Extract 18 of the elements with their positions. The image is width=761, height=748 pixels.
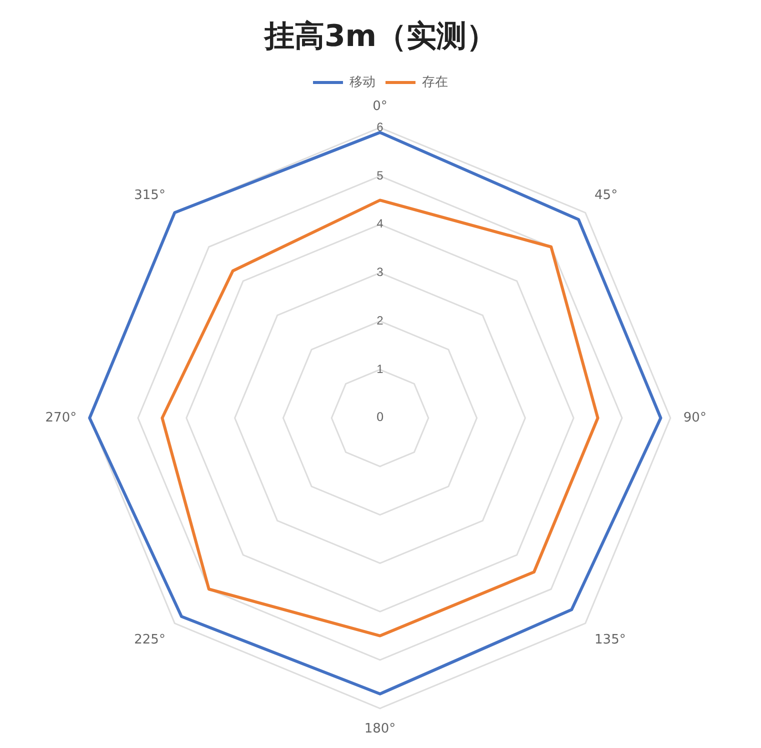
spoke-label: 225° bbox=[134, 632, 166, 648]
spoke-label: 135° bbox=[594, 632, 626, 648]
y-tick-label: 5 bbox=[376, 168, 384, 182]
spoke-label: 180° bbox=[364, 722, 396, 737]
legend-label: 存在 bbox=[422, 74, 448, 90]
y-tick-label: 3 bbox=[376, 265, 384, 280]
y-tick-label: 2 bbox=[376, 314, 384, 328]
y-tick-label: 1 bbox=[376, 362, 384, 376]
spoke-label: 0° bbox=[372, 99, 388, 114]
spoke-label: 45° bbox=[594, 188, 618, 204]
y-tick-label: 0 bbox=[376, 410, 384, 424]
y-tick-label: 4 bbox=[376, 216, 384, 231]
legend-label: 移动 bbox=[350, 74, 376, 90]
spoke-label: 90° bbox=[683, 410, 706, 426]
spoke-label: 270° bbox=[45, 410, 77, 426]
y-tick-label: 6 bbox=[376, 120, 384, 134]
spoke-label: 315° bbox=[134, 188, 166, 204]
chart-title: 挂高3m（实测） bbox=[263, 18, 497, 54]
